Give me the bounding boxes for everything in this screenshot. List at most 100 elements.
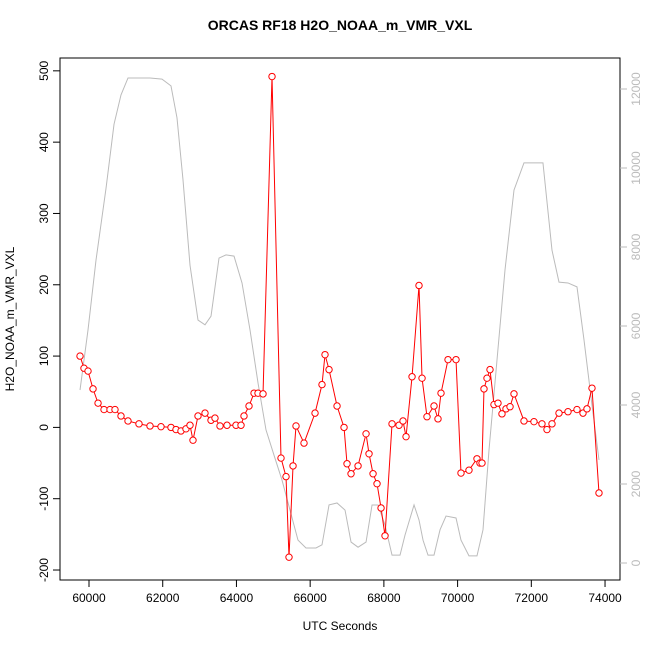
data-point xyxy=(282,472,290,481)
data-point xyxy=(240,412,248,420)
x-axis-label: UTC Seconds xyxy=(303,619,378,633)
data-point xyxy=(381,532,389,540)
y-axis-label: H2O_NOAA_m_VMR_VXL xyxy=(3,246,17,391)
data-point xyxy=(408,373,416,381)
x-tick-label: 66000 xyxy=(293,591,327,605)
y2-tick-label: 12000 xyxy=(629,72,643,106)
data-point xyxy=(300,439,308,447)
x-tick-label: 60000 xyxy=(72,591,106,605)
x-tick-label: 68000 xyxy=(367,591,401,605)
data-point xyxy=(588,384,596,392)
data-point xyxy=(478,459,486,467)
data-point xyxy=(583,405,591,413)
data-point xyxy=(94,399,102,407)
y2-tick-label: 8000 xyxy=(629,233,643,260)
data-point xyxy=(530,417,538,426)
data-point xyxy=(506,403,514,411)
data-point xyxy=(498,410,506,418)
chart-title: ORCAS RF18 H2O_NOAA_m_VMR_VXL xyxy=(208,17,473,33)
data-point xyxy=(216,422,224,430)
x-tick-label: 62000 xyxy=(146,591,180,605)
data-point xyxy=(548,420,556,428)
x-tick-label: 64000 xyxy=(220,591,254,605)
data-point xyxy=(465,466,473,474)
series-line xyxy=(79,76,600,558)
data-point xyxy=(245,402,253,410)
data-point xyxy=(343,460,351,468)
data-point xyxy=(365,450,373,458)
data-point xyxy=(564,408,572,416)
y-tick-label: 0 xyxy=(37,424,51,431)
y-tick-label: -100 xyxy=(37,486,51,510)
data-point xyxy=(321,350,329,359)
y2-tick-label: 2000 xyxy=(629,470,643,497)
data-point xyxy=(423,412,431,421)
data-point xyxy=(373,480,381,488)
data-point xyxy=(402,432,410,441)
data-point xyxy=(277,454,285,462)
data-point xyxy=(186,421,194,429)
data-point xyxy=(189,436,197,444)
data-point xyxy=(347,470,355,478)
data-point xyxy=(111,405,119,414)
data-point xyxy=(452,355,460,364)
data-point xyxy=(84,367,92,375)
data-point xyxy=(510,390,518,398)
data-point xyxy=(369,470,377,478)
data-point xyxy=(595,489,603,497)
data-point xyxy=(377,504,385,512)
data-point xyxy=(520,417,528,425)
data-point xyxy=(340,423,348,432)
data-point xyxy=(362,430,370,438)
data-point xyxy=(483,374,491,382)
data-point xyxy=(457,469,465,477)
data-point xyxy=(444,355,452,364)
data-point xyxy=(157,422,165,431)
x-tick-label: 74000 xyxy=(588,591,622,605)
data-point xyxy=(354,462,362,470)
data-point xyxy=(437,389,445,397)
y-tick-label: 200 xyxy=(37,274,51,294)
data-point xyxy=(573,405,581,414)
y-tick-label: 100 xyxy=(37,346,51,366)
y2-tick-label: 4000 xyxy=(629,391,643,418)
y-tick-label: 500 xyxy=(37,61,51,81)
y-tick-label: 300 xyxy=(37,203,51,223)
data-point xyxy=(100,405,108,414)
data-point xyxy=(415,281,423,290)
data-point xyxy=(268,72,276,81)
y2-tick-label: 10000 xyxy=(629,151,643,185)
data-point xyxy=(289,462,297,470)
data-point xyxy=(223,421,231,429)
data-point xyxy=(555,409,563,417)
data-point xyxy=(201,409,209,417)
plot-box xyxy=(59,57,621,581)
series-line xyxy=(79,77,600,557)
data-point xyxy=(285,553,293,561)
data-point xyxy=(311,409,319,417)
data-point xyxy=(480,385,488,393)
y2-tick-label: 0 xyxy=(629,559,643,566)
data-point xyxy=(211,414,219,422)
data-point xyxy=(135,420,143,428)
y-tick-label: -200 xyxy=(37,558,51,582)
data-point xyxy=(434,415,442,423)
data-point xyxy=(237,421,245,429)
y-tick-label: 400 xyxy=(37,132,51,152)
data-point xyxy=(486,365,494,374)
data-point xyxy=(325,365,333,374)
data-point xyxy=(259,390,267,398)
data-point xyxy=(388,420,396,428)
data-point xyxy=(76,352,84,360)
data-point xyxy=(430,402,438,410)
data-point xyxy=(494,399,502,407)
data-point xyxy=(194,412,202,420)
data-point xyxy=(399,417,407,425)
data-point xyxy=(318,380,326,389)
data-point xyxy=(543,425,551,434)
data-point xyxy=(538,420,546,428)
data-point xyxy=(117,412,125,420)
data-point xyxy=(418,374,426,382)
